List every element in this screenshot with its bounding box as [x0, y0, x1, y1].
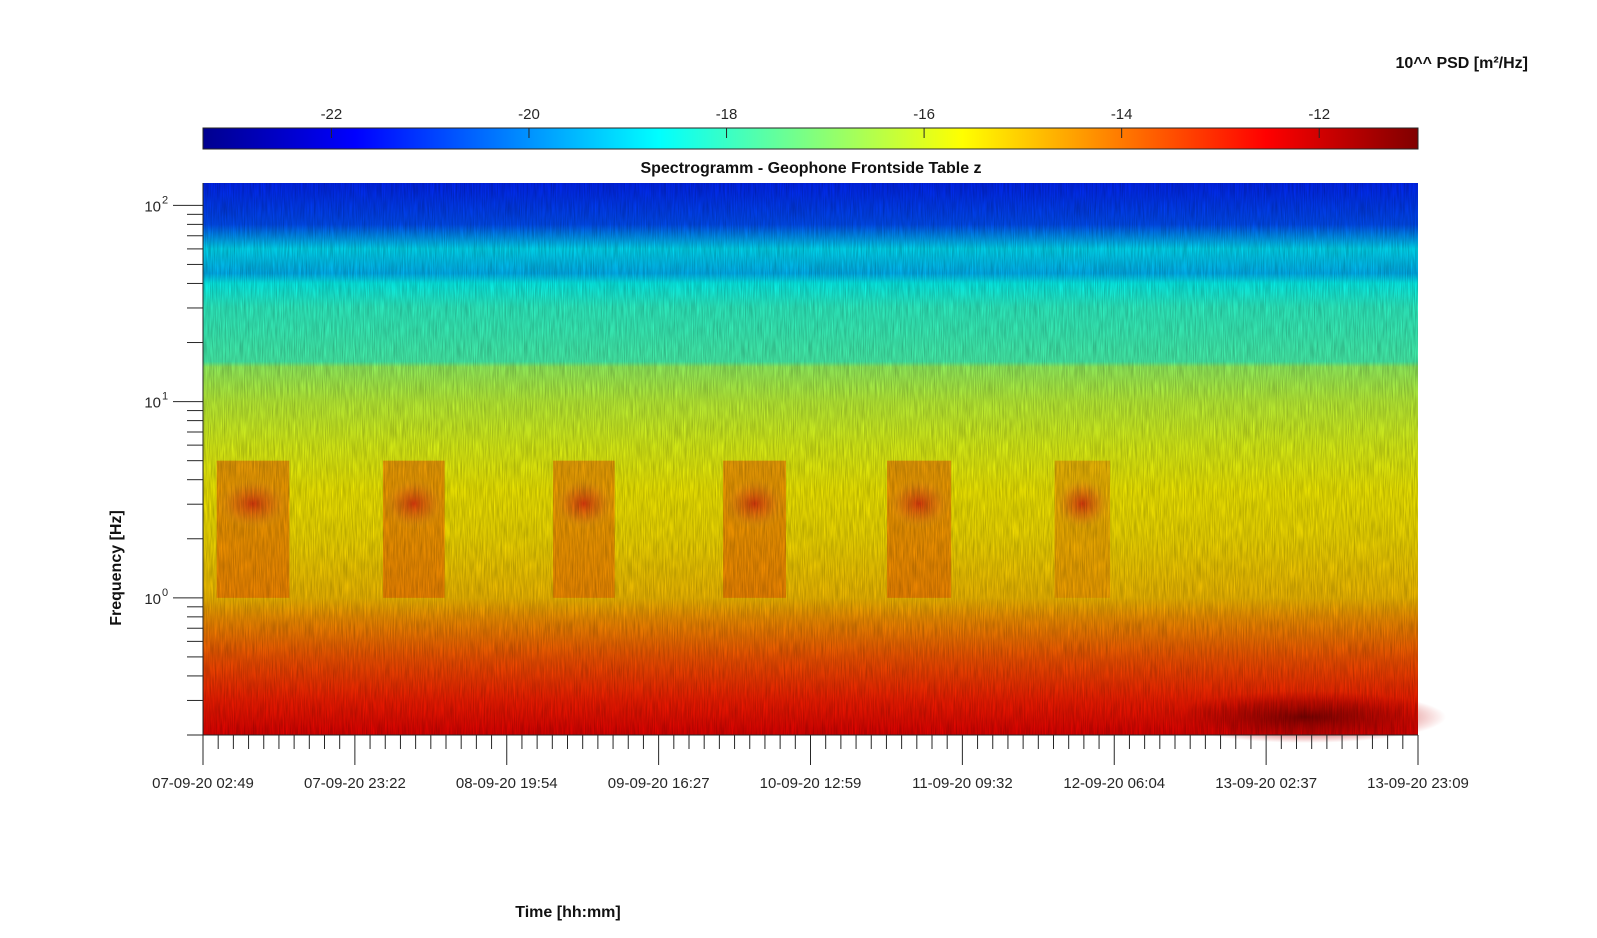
x-tick-label: 11-09-20 09:32	[912, 775, 1013, 792]
colorbar-tick-label: -16	[913, 106, 935, 123]
x-tick-label: 13-09-20 02:37	[1215, 775, 1317, 792]
y-tick-label: 10	[144, 395, 161, 412]
colorbar-label: 10^^ PSD [m²/Hz]	[1396, 55, 1528, 72]
x-axis: 07-09-20 02:49 07-09-20 23:22 08-09-20 19:…	[152, 734, 1469, 792]
x-tick-label: 13-09-20 23:09	[1367, 775, 1469, 792]
x-tick-label: 12-09-20 06:04	[1063, 775, 1165, 792]
x-tick-label: 10-09-20 12:59	[760, 775, 862, 792]
chart-title: Spectrogramm - Geophone Frontside Table …	[640, 160, 981, 177]
x-tick-label: 09-09-20 16:27	[608, 775, 710, 792]
y-tick-exponent: 0	[162, 587, 168, 599]
colorbar-tick-label: -22	[321, 106, 343, 123]
y-tick-label: 10	[144, 198, 161, 215]
y-axis-label: Frequency [Hz]	[108, 510, 125, 626]
colorbar-ticks: -22 -20 -18 -16 -14 -12	[321, 106, 1330, 138]
x-tick-label: 07-09-20 02:49	[152, 775, 254, 792]
x-tick-label: 08-09-20 19:54	[456, 775, 558, 792]
y-tick-label: 10	[144, 591, 161, 608]
colorbar: -22 -20 -18 -16 -14 -12 10^^ PSD [m²/Hz]	[202, 55, 1528, 150]
colorbar-tick-label: -18	[716, 106, 738, 123]
colorbar-tick-label: -14	[1111, 106, 1133, 123]
x-axis-label: Time [hh:mm]	[515, 904, 620, 921]
y-tick-exponent: 1	[162, 391, 168, 403]
colorbar-gradient	[202, 127, 1419, 150]
spectrogram-texture	[203, 183, 1418, 735]
y-tick-exponent: 2	[162, 194, 168, 206]
colorbar-tick-label: -12	[1308, 106, 1330, 123]
x-tick-label: 07-09-20 23:22	[304, 775, 406, 792]
colorbar-tick-label: -20	[518, 106, 540, 123]
